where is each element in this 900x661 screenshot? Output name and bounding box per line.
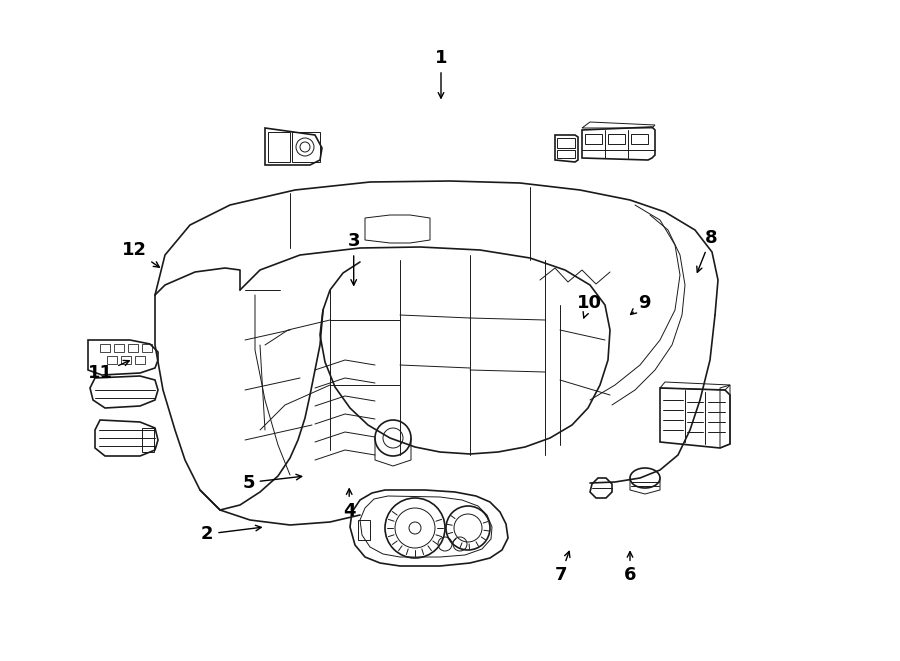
Text: 6: 6 — [624, 552, 636, 584]
Bar — [585, 134, 602, 144]
Bar — [114, 344, 124, 352]
Bar — [142, 344, 152, 352]
Text: 2: 2 — [201, 525, 261, 543]
Text: 1: 1 — [435, 49, 447, 98]
Bar — [128, 344, 138, 352]
Bar — [557, 138, 575, 148]
Bar — [121, 356, 131, 364]
Bar — [358, 520, 370, 540]
Bar — [135, 356, 145, 364]
Bar — [142, 428, 154, 452]
Text: 10: 10 — [577, 293, 602, 318]
Bar — [100, 344, 110, 352]
Text: 5: 5 — [242, 473, 302, 492]
Bar — [608, 134, 625, 144]
Bar — [292, 132, 320, 162]
Bar — [107, 356, 117, 364]
Text: 12: 12 — [122, 241, 159, 267]
Text: 7: 7 — [554, 551, 570, 584]
Bar — [557, 150, 575, 158]
Text: 4: 4 — [343, 489, 356, 520]
Text: 11: 11 — [88, 360, 130, 383]
Text: 9: 9 — [631, 293, 651, 315]
Text: 8: 8 — [697, 229, 717, 272]
Bar — [268, 132, 290, 162]
Bar — [631, 134, 648, 144]
Text: 3: 3 — [347, 232, 360, 285]
